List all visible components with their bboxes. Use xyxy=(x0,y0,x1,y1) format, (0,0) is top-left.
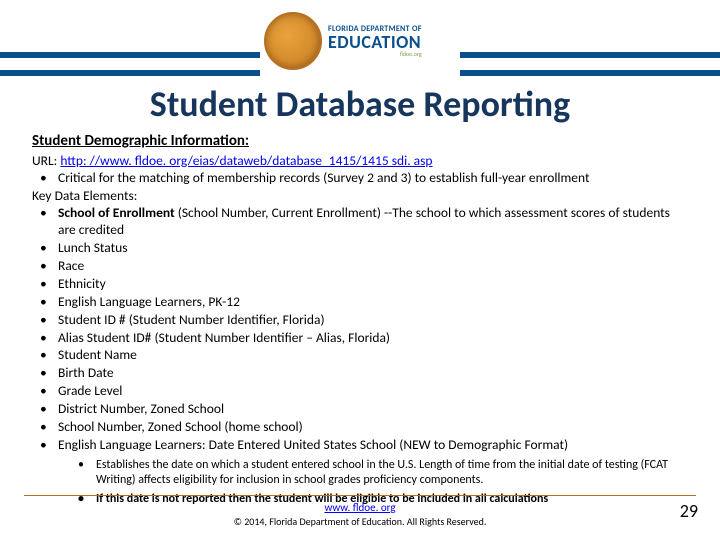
url-link[interactable]: http: //www. fldoe. org/eias/dataweb/dat… xyxy=(60,152,432,169)
page-number: 29 xyxy=(680,500,698,522)
list-item: Ethnicity xyxy=(32,276,688,293)
sub-list: Establishes the date on which a student … xyxy=(70,458,688,507)
list-item: District Number, Zoned School xyxy=(32,401,688,418)
list-item: School Number, Zoned School (home school… xyxy=(32,419,688,436)
page-title: Student Database Reporting xyxy=(0,82,720,126)
footer-link[interactable]: www. fldoe. org xyxy=(0,501,720,514)
main-list: Critical for the matching of membership … xyxy=(32,170,688,187)
list-item: English Language Learners: Date Entered … xyxy=(32,437,688,454)
list-item: Lunch Status xyxy=(32,240,688,257)
state-seal-icon xyxy=(264,12,322,70)
list-item: English Language Learners, PK-12 xyxy=(32,294,688,311)
list-item: Race xyxy=(32,258,688,275)
list-item: Student Name xyxy=(32,347,688,364)
list-item: Birth Date xyxy=(32,365,688,382)
logo-text: FLORIDA DEPARTMENT OF EDUCATION fldoe.or… xyxy=(328,25,422,57)
bold-term: School of Enrollment xyxy=(58,204,178,221)
list-item: Grade Level xyxy=(32,383,688,400)
url-line: URL: http: //www. fldoe. org/eias/datawe… xyxy=(32,153,688,170)
logo: FLORIDA DEPARTMENT OF EDUCATION fldoe.or… xyxy=(260,6,460,76)
logo-url: fldoe.org xyxy=(328,51,422,57)
content-body: Student Demographic Information: URL: ht… xyxy=(32,132,688,511)
footer-rule xyxy=(24,495,696,496)
footer-copyright: © 2014, Florida Department of Education.… xyxy=(0,515,720,528)
list-item: School of Enrollment (School Number, Cur… xyxy=(32,205,688,239)
list-item: Alias Student ID# (Student Number Identi… xyxy=(32,330,688,347)
sub-list-item: Establishes the date on which a student … xyxy=(70,458,688,488)
list-item: Student ID # (Student Number Identifier,… xyxy=(32,312,688,329)
kde-list: School of Enrollment (School Number, Cur… xyxy=(32,205,688,453)
logo-line2: EDUCATION xyxy=(328,33,422,51)
key-data-elements-label: Key Data Elements: xyxy=(32,188,688,205)
url-label: URL: xyxy=(32,152,60,169)
section-subtitle: Student Demographic Information: xyxy=(32,132,688,151)
list-item: Critical for the matching of membership … xyxy=(32,170,688,187)
